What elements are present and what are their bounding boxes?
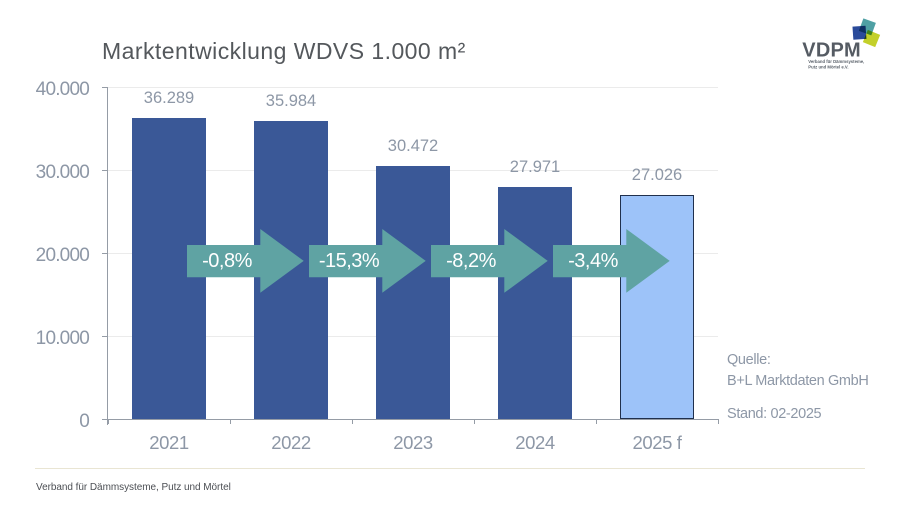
svg-text:Verband für Dämmsysteme,: Verband für Dämmsysteme,: [808, 59, 864, 64]
svg-text:VDPM: VDPM: [802, 39, 861, 61]
svg-text:Putz und Mörtel e.V.: Putz und Mörtel e.V.: [808, 65, 848, 70]
